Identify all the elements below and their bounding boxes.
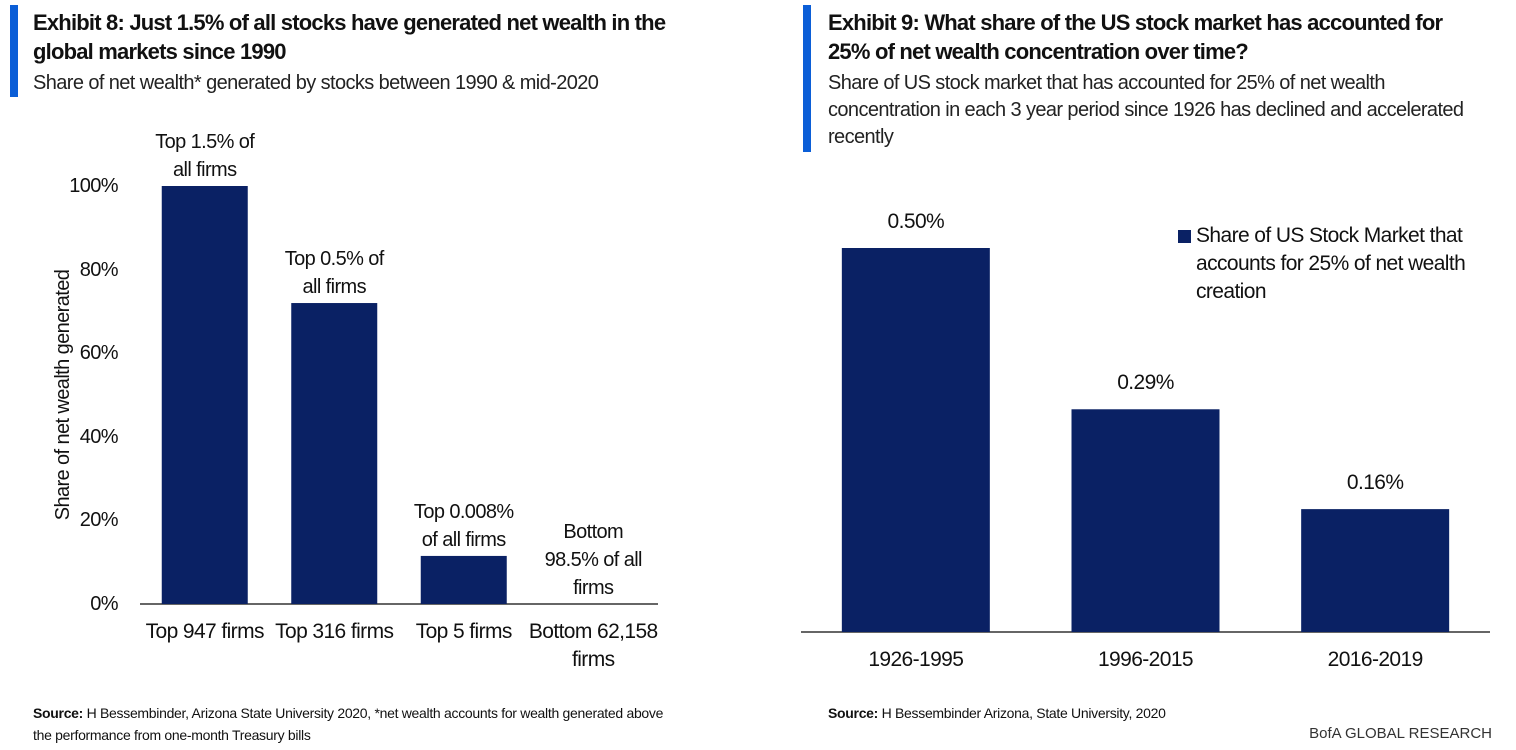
y-tick-label: 0%: [90, 593, 118, 615]
y-tick-label: 40%: [79, 425, 119, 448]
bar-label: Top 0.5% of all firms: [284, 248, 385, 299]
title-accent: [803, 5, 811, 152]
chart-title: Exhibit 9: What share of the US stock ma…: [828, 10, 1443, 64]
x-tick-label: Top 5 firms: [415, 620, 513, 643]
y-tick-label: 80%: [79, 258, 119, 281]
source-text: H Bessembinder, Arizona State University…: [33, 705, 664, 743]
source: Source: H Bessembinder Arizona, State Un…: [828, 702, 1468, 724]
title-accent: [10, 5, 18, 97]
y-tick-label: 100%: [69, 175, 118, 197]
x-tick-label: 1926-1995: [868, 648, 964, 671]
chart-title: Exhibit 8: Just 1.5% of all stocks have …: [33, 10, 666, 64]
bar: [1301, 509, 1450, 632]
bar: [291, 303, 378, 604]
bar: [161, 186, 248, 604]
x-tick-label: Bottom 62,158 firms: [528, 620, 658, 671]
x-tick-label: 1996-2015: [1097, 648, 1194, 671]
x-tick-label: Top 947 firms: [145, 620, 265, 643]
x-tick-label: Top 316 firms: [275, 620, 394, 643]
bar: [841, 248, 990, 632]
bar-label: Top 1.5% of all firms: [155, 131, 255, 181]
legend-swatch: [1178, 230, 1191, 243]
chart-subtitle: Share of US stock market that has accoun…: [828, 72, 1464, 148]
footer: BofA GLOBAL RESEARCH: [1309, 725, 1492, 742]
bar-label: Bottom 98.5% of all firms: [544, 521, 643, 599]
source-label: Source:: [33, 705, 84, 721]
bar: [1071, 409, 1220, 632]
source-text: H Bessembinder Arizona, State University…: [878, 705, 1166, 721]
source-label: Source:: [828, 705, 879, 721]
source: Source: H Bessembinder, Arizona State Un…: [33, 702, 673, 746]
x-tick-label: 2016-2019: [1327, 648, 1424, 671]
y-tick-label: 20%: [79, 509, 119, 532]
legend-label: Share of US Stock Market that accounts f…: [1196, 224, 1466, 303]
data-label: 0.16%: [1346, 471, 1404, 495]
y-tick-label: 60%: [79, 342, 119, 365]
bar-label: Top 0.008% of all firms: [413, 500, 514, 551]
chart-subtitle: Share of net wealth* generated by stocks…: [33, 72, 599, 94]
bar: [420, 555, 507, 604]
data-label: 0.50%: [887, 210, 945, 233]
data-label: 0.29%: [1117, 371, 1174, 395]
y-axis-title: Share of net wealth generated: [52, 269, 74, 521]
